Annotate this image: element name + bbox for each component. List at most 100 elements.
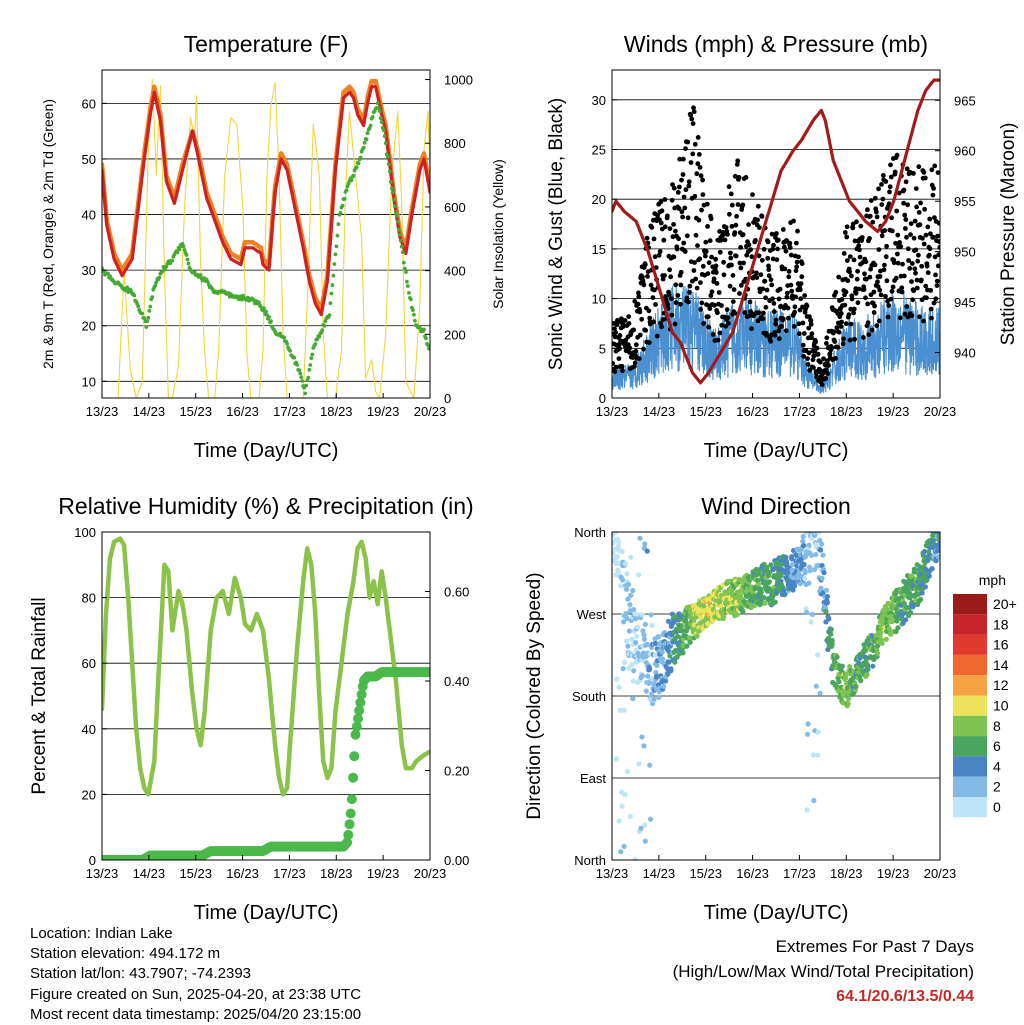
y-tick-label-right: 965 [954, 93, 976, 108]
dewpoint-point [365, 131, 370, 136]
gust-point [662, 273, 667, 278]
gust-point [862, 271, 867, 277]
chart-title: Winds (mph) & Pressure (mb) [624, 31, 928, 57]
y-tick-label-right: 0 [444, 391, 451, 406]
plot-frame [611, 531, 941, 861]
gust-point [908, 232, 913, 238]
direction-point [705, 621, 711, 627]
direction-point [935, 554, 940, 560]
direction-point [649, 622, 655, 629]
gust-point [706, 324, 712, 330]
gust-point [891, 260, 897, 266]
gust-point [716, 290, 722, 295]
gust-point [859, 235, 865, 240]
gust-point [758, 272, 764, 278]
direction-point [834, 654, 840, 660]
gust-point [886, 303, 892, 308]
gust-point [879, 202, 885, 208]
gust-point [857, 247, 862, 253]
gust-point [632, 364, 637, 369]
gust-point [633, 342, 639, 348]
gust-point [930, 192, 936, 198]
x-tick-label: 18/23 [320, 404, 353, 419]
direction-point [824, 593, 831, 600]
direction-point [853, 684, 859, 690]
direction-point [924, 577, 930, 583]
dewpoint-point [328, 301, 333, 305]
gust-point [765, 255, 771, 261]
dewpoint-point [389, 186, 394, 191]
gust-point [895, 232, 901, 238]
chart-title: Relative Humidity (%) & Precipitation (i… [58, 493, 473, 519]
dewpoint-point [394, 213, 399, 218]
gust-point [667, 226, 673, 232]
direction-point [631, 668, 637, 674]
gust-point [693, 276, 699, 282]
y-tick-label: 50 [82, 152, 96, 167]
gust-point [782, 244, 787, 250]
gust-point [933, 296, 939, 302]
gust-point [666, 292, 672, 298]
direction-point [789, 556, 795, 562]
direction-point [918, 596, 924, 603]
gust-point [731, 287, 737, 292]
dewpoint-point [140, 311, 145, 316]
gust-point [865, 320, 871, 326]
direction-point [629, 636, 635, 643]
direction-point [843, 671, 849, 678]
direction-point [784, 561, 790, 567]
gust-point [770, 246, 776, 252]
gust-point [802, 293, 808, 298]
gust-point [746, 242, 752, 248]
gust-point [933, 272, 938, 278]
direction-point [629, 662, 635, 668]
gust-point [831, 329, 837, 335]
gust-point [854, 219, 859, 225]
gust-point [853, 290, 859, 296]
gust-point [871, 310, 877, 315]
dewpoint-point [334, 244, 339, 249]
direction-point [811, 567, 818, 573]
x-tick-label: 15/23 [689, 404, 722, 419]
gust-point [810, 357, 816, 363]
gust-point [749, 254, 755, 260]
gust-point [849, 273, 854, 279]
gust-point [670, 234, 676, 240]
gust-point [836, 329, 842, 335]
x-tick-label: 15/23 [179, 866, 212, 881]
dewpoint-point [382, 134, 387, 139]
legend-label: 2 [993, 779, 1001, 795]
gust-point [911, 171, 916, 176]
legend-label: 14 [993, 657, 1009, 673]
gust-point [695, 243, 700, 249]
gust-point [895, 260, 901, 266]
dewpoint-point [356, 161, 361, 166]
gust-point [755, 217, 760, 223]
gust-point [692, 260, 697, 265]
gust-point [769, 282, 775, 288]
gust-point [883, 254, 889, 260]
direction-point [614, 553, 620, 559]
gust-point [904, 234, 909, 240]
dewpoint-point [390, 190, 395, 195]
direction-point [641, 636, 648, 642]
gust-point [920, 235, 925, 241]
dewpoint-point [192, 270, 197, 274]
dewpoint-point [327, 313, 332, 318]
direction-point [652, 640, 659, 647]
gust-point [811, 353, 817, 359]
y-axis-label-right: Station Pressure (Maroon) [998, 123, 1019, 346]
gust-point [834, 325, 840, 330]
gust-point [815, 351, 821, 357]
gust-point [932, 215, 937, 221]
dewpoint-point [144, 325, 149, 329]
gust-point [797, 287, 803, 293]
station-elevation: Station elevation: 494.172 m [30, 945, 221, 963]
gust-point [921, 318, 926, 324]
direction-point [626, 628, 633, 634]
gust-point [825, 358, 830, 364]
direction-point [758, 589, 764, 596]
gust-point [691, 268, 697, 273]
wind-line [612, 285, 940, 394]
direction-point [660, 656, 666, 662]
